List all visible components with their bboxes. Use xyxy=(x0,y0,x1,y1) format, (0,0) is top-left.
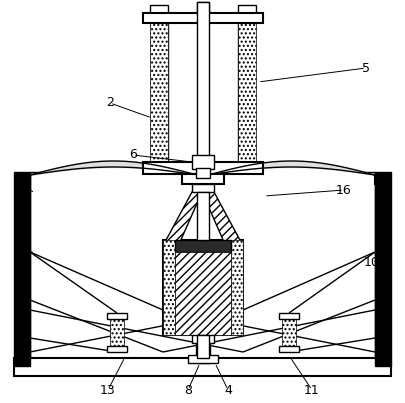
Bar xyxy=(192,155,214,169)
Bar xyxy=(143,13,263,23)
Text: 5: 5 xyxy=(362,62,370,75)
Bar xyxy=(192,335,214,343)
Bar xyxy=(188,355,218,363)
Bar xyxy=(279,313,299,319)
Bar xyxy=(197,2,209,12)
Bar xyxy=(192,184,214,192)
Bar xyxy=(196,343,210,363)
Text: 3: 3 xyxy=(23,181,31,195)
Bar xyxy=(238,13,256,171)
Bar xyxy=(143,162,263,174)
Text: 11: 11 xyxy=(304,384,320,397)
Text: 8: 8 xyxy=(184,384,192,397)
Text: 10: 10 xyxy=(364,256,380,268)
Bar xyxy=(168,13,238,171)
Bar xyxy=(175,252,231,335)
Bar xyxy=(196,168,210,178)
Bar xyxy=(197,335,209,358)
Bar xyxy=(14,358,391,376)
Text: 6: 6 xyxy=(129,148,137,162)
Bar xyxy=(375,172,391,366)
Bar xyxy=(231,240,243,335)
Bar xyxy=(150,5,168,13)
Polygon shape xyxy=(202,192,241,242)
Bar xyxy=(182,174,224,184)
Bar xyxy=(14,172,30,366)
Bar xyxy=(238,5,256,13)
Text: 9: 9 xyxy=(23,245,31,258)
Bar xyxy=(163,240,175,335)
Text: 13: 13 xyxy=(100,384,116,397)
Bar xyxy=(282,318,296,346)
Text: 1: 1 xyxy=(384,241,392,255)
Text: 2: 2 xyxy=(106,96,114,110)
Bar xyxy=(197,2,209,176)
Bar xyxy=(30,172,375,358)
Bar xyxy=(150,13,168,171)
Text: 16: 16 xyxy=(336,183,352,197)
Bar xyxy=(175,240,231,252)
Bar xyxy=(197,192,209,240)
Text: 4: 4 xyxy=(224,384,232,397)
Bar xyxy=(279,346,299,352)
Bar xyxy=(107,313,127,319)
Polygon shape xyxy=(165,192,202,242)
Bar xyxy=(110,318,124,346)
Bar xyxy=(107,346,127,352)
Bar xyxy=(163,240,243,335)
